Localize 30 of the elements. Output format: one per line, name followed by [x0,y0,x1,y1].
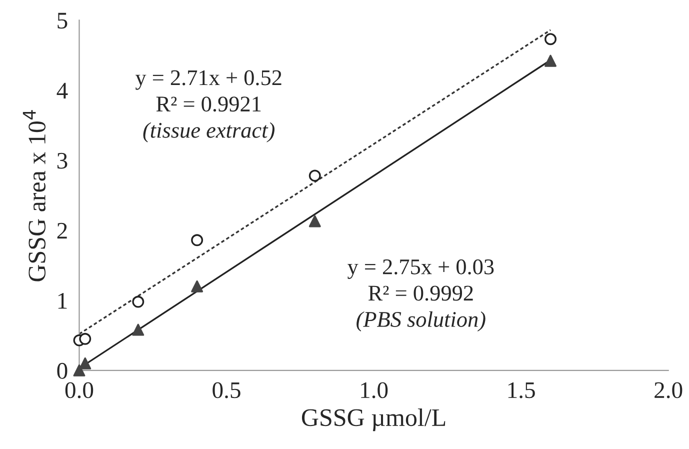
x-tick-label: 0.0 [65,382,94,398]
point [191,234,204,246]
point [191,280,204,292]
annotation: R² = 0.9921 [156,96,261,112]
annotation: y = 2.75x + 0.03 [348,259,494,279]
annotation: (PBS solution) [356,311,486,332]
annotation: y = 2.71x + 0.52 [135,70,282,90]
y-tick-label: 5 [58,12,68,29]
annotation: R² = 0.9992 [368,286,473,301]
point [79,357,92,370]
point [132,296,144,308]
x-tick-label: 1.5 [508,382,535,398]
x-tick-label: 0.5 [212,382,240,398]
point [544,54,556,67]
point [308,215,321,228]
y-tick-label: 2 [57,222,67,239]
point [73,364,86,376]
y-tick-label: 3 [57,152,68,169]
x-tick-label: 2.0 [654,382,682,398]
x-tick-label: 1.0 [361,382,388,398]
y-tick-label: 4 [56,82,68,98]
point [79,332,92,345]
x-axis-title: GSSG µmol/L [302,408,446,432]
point [132,324,144,336]
annotation: (tissue extract) [143,122,274,142]
y-axis-title: GSSG area x 10$^{4}$ [22,110,46,282]
y-tick-label: 0 [57,362,68,379]
y-tick-label: 1 [58,292,67,309]
point [544,33,556,46]
point [308,170,321,182]
